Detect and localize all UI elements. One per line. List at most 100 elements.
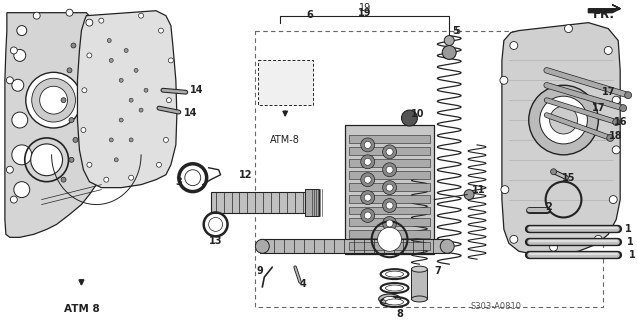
Text: 11: 11	[472, 185, 486, 195]
Circle shape	[625, 92, 632, 99]
Circle shape	[529, 85, 598, 155]
Circle shape	[157, 162, 161, 167]
Circle shape	[364, 158, 371, 165]
Circle shape	[17, 26, 27, 36]
Bar	[345, 125, 434, 254]
Circle shape	[540, 96, 587, 144]
Circle shape	[442, 45, 456, 60]
Circle shape	[14, 50, 25, 61]
Text: 17: 17	[601, 87, 615, 97]
Circle shape	[10, 196, 17, 203]
Circle shape	[119, 78, 123, 82]
Bar	[259, 60, 313, 105]
Circle shape	[12, 145, 32, 165]
Text: 10: 10	[411, 109, 424, 119]
Circle shape	[364, 141, 371, 148]
Bar	[349, 159, 431, 167]
Circle shape	[364, 176, 371, 183]
Circle shape	[129, 175, 134, 180]
Circle shape	[386, 220, 393, 227]
Bar	[211, 192, 310, 213]
Circle shape	[386, 184, 393, 191]
Circle shape	[564, 25, 573, 33]
Circle shape	[185, 170, 201, 186]
Circle shape	[464, 190, 474, 200]
Circle shape	[164, 137, 168, 142]
Polygon shape	[5, 13, 110, 237]
Text: 4: 4	[300, 279, 306, 289]
Text: 1: 1	[625, 224, 631, 234]
Bar	[349, 219, 431, 227]
Circle shape	[383, 181, 396, 195]
Circle shape	[444, 36, 454, 45]
Circle shape	[82, 88, 87, 93]
Circle shape	[620, 105, 627, 112]
Circle shape	[10, 47, 17, 54]
Text: 17: 17	[592, 103, 605, 113]
Text: 14: 14	[190, 85, 203, 95]
Circle shape	[159, 28, 164, 33]
Circle shape	[99, 18, 104, 23]
Bar	[349, 242, 431, 250]
Text: 18: 18	[610, 131, 623, 141]
Circle shape	[129, 138, 133, 142]
Bar	[412, 269, 427, 299]
Circle shape	[69, 157, 74, 162]
Circle shape	[81, 127, 86, 132]
Circle shape	[609, 196, 617, 204]
Circle shape	[364, 194, 371, 201]
Circle shape	[144, 88, 148, 92]
Circle shape	[6, 77, 13, 84]
Circle shape	[61, 98, 66, 103]
Circle shape	[124, 48, 128, 52]
Circle shape	[605, 46, 612, 54]
Circle shape	[209, 218, 222, 231]
Circle shape	[550, 243, 557, 251]
Text: 2: 2	[545, 202, 552, 212]
Circle shape	[107, 38, 111, 43]
Circle shape	[12, 112, 28, 128]
Bar	[349, 171, 431, 179]
Circle shape	[166, 98, 171, 103]
Text: 6: 6	[306, 10, 313, 20]
Text: 9: 9	[257, 266, 264, 276]
Circle shape	[386, 166, 393, 173]
Circle shape	[67, 68, 72, 73]
Circle shape	[440, 239, 454, 253]
Circle shape	[386, 202, 393, 209]
Bar	[349, 195, 431, 203]
Ellipse shape	[378, 294, 401, 304]
Circle shape	[39, 86, 68, 114]
Text: 19: 19	[359, 3, 371, 13]
Circle shape	[32, 78, 75, 122]
Circle shape	[255, 239, 269, 253]
Circle shape	[25, 72, 82, 128]
Circle shape	[73, 137, 78, 142]
Circle shape	[361, 191, 375, 204]
Polygon shape	[502, 23, 620, 254]
Circle shape	[500, 76, 508, 84]
Ellipse shape	[385, 271, 403, 277]
Circle shape	[139, 13, 143, 18]
Text: 19: 19	[358, 8, 371, 18]
Circle shape	[110, 138, 113, 142]
Circle shape	[401, 110, 417, 126]
Text: 1: 1	[627, 237, 634, 247]
Circle shape	[612, 96, 620, 104]
Circle shape	[69, 117, 74, 123]
Circle shape	[613, 118, 620, 125]
Bar	[305, 188, 319, 216]
Circle shape	[364, 212, 371, 219]
Circle shape	[383, 163, 396, 177]
Circle shape	[501, 186, 509, 194]
Text: 13: 13	[209, 236, 222, 246]
Circle shape	[383, 216, 396, 230]
Circle shape	[550, 169, 557, 175]
Circle shape	[168, 58, 173, 63]
Circle shape	[383, 145, 396, 159]
Circle shape	[594, 235, 603, 243]
Ellipse shape	[412, 296, 427, 302]
Circle shape	[612, 146, 620, 154]
Text: ATM 8: ATM 8	[64, 304, 99, 314]
Bar	[349, 183, 431, 191]
